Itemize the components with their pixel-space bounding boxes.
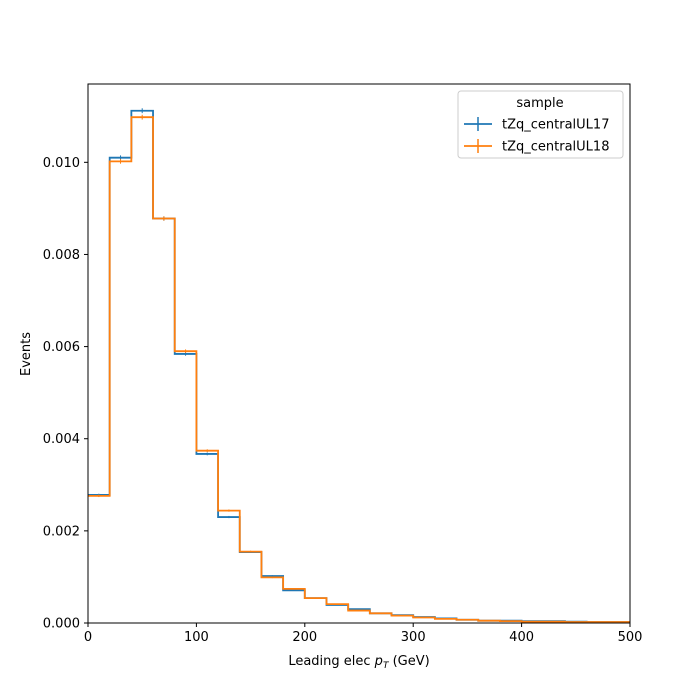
y-tick-label: 0.010: [43, 156, 80, 171]
series-layer: [88, 108, 630, 623]
x-tick-label: 500: [618, 630, 643, 645]
legend-label: tZq_centralUL18: [502, 140, 609, 155]
histogram-step-line: [88, 116, 630, 623]
legend: sample tZq_centralUL17 tZq_centralUL18: [457, 90, 624, 159]
y-tick-label: 0.008: [43, 248, 80, 263]
series-tZq_centralUL18: [88, 114, 630, 623]
y-axis-label: Events: [19, 332, 34, 376]
x-tick-label: 0: [84, 630, 92, 645]
legend-title: sample: [516, 96, 563, 111]
legend-items: tZq_centralUL17 tZq_centralUL18: [464, 117, 609, 155]
y-tick-label: 0.004: [43, 432, 80, 447]
y-tick-label: 0.002: [43, 524, 80, 539]
y-tick-label: 0.006: [43, 340, 80, 355]
plot-background: [88, 84, 630, 623]
legend-label: tZq_centralUL17: [502, 118, 609, 133]
x-axis-label: Leading elec pT (GeV): [288, 654, 429, 671]
legend-item: tZq_centralUL17: [464, 117, 609, 133]
x-tick-label: 300: [401, 630, 426, 645]
legend-item: tZq_centralUL18: [464, 139, 609, 155]
x-tick-label: 200: [292, 630, 317, 645]
x-tick-label: 100: [184, 630, 209, 645]
y-tick-label: 0.000: [43, 617, 80, 632]
x-tick-label: 400: [509, 630, 534, 645]
ticks-layer: 0 100 200 300 400 500 0.000 0.002 0.004 0.006 0.00…: [43, 156, 643, 645]
legend-box: [457, 90, 624, 159]
plot-frame: [87, 83, 631, 624]
